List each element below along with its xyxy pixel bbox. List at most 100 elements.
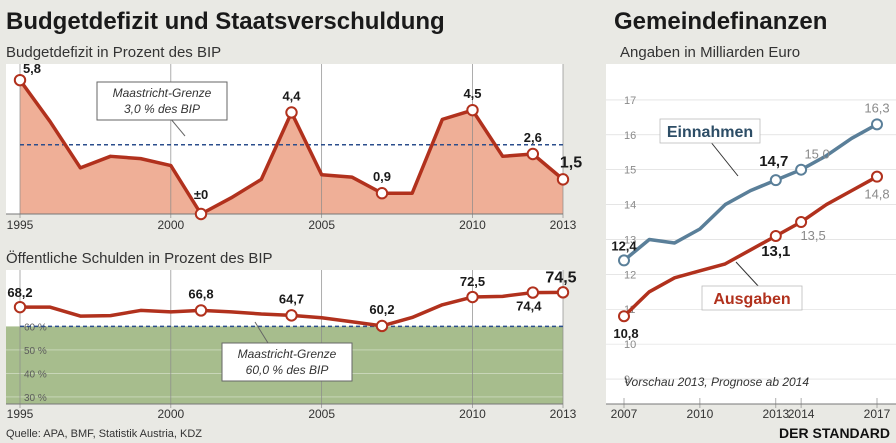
debt-marker [194, 304, 208, 317]
deficit-data-label: 4,4 [282, 88, 301, 103]
debt-marker [556, 286, 570, 299]
debt-data-label: 66,8 [188, 286, 213, 301]
deficit-xtick-label: 1995 [7, 218, 34, 232]
gemeinde-data-label: 14,7 [759, 153, 788, 170]
debt-marker [13, 300, 27, 314]
gemeinde-data-label: 15,0 [804, 147, 829, 162]
gemeinde-subtitle: Angaben in Milliarden Euro [620, 44, 800, 61]
gemeinde-xtick-label: 2014 [788, 407, 815, 421]
gemeinde-ytick-label: 12 [624, 269, 636, 281]
gemeinde-data-label: 16,3 [864, 100, 889, 115]
gemeinde-xtick-label: 2007 [611, 407, 638, 421]
source-note: Quelle: APA, BMF, Statistik Austria, KDZ [6, 428, 202, 440]
deficit-marker [526, 147, 540, 161]
einnahmen-series-label: Einnahmen [667, 124, 753, 141]
deficit-callout-line1: Maastricht-Grenze [113, 86, 212, 100]
debt-marker [526, 286, 540, 299]
debt-callout-line2: 60,0 % des BIP [246, 363, 329, 377]
debt-xtick-label: 2013 [550, 407, 577, 421]
gemeinde-marker [618, 310, 630, 323]
deficit-xtick-label: 2010 [459, 218, 486, 232]
left-title: Budgetdefizit und Staatsverschuldung [6, 8, 445, 35]
gemeinde-marker [871, 118, 883, 131]
deficit-xtick-label: 2005 [308, 218, 335, 232]
gemeinde-data-label: 12,4 [611, 238, 637, 253]
deficit-xtick-label: 2013 [550, 218, 577, 232]
debt-xtick-label: 2010 [459, 407, 486, 421]
deficit-title: Budgetdefizit in Prozent des BIP [6, 44, 221, 61]
deficit-callout-line2: 3,0 % des BIP [124, 102, 200, 116]
gemeinde-marker [769, 229, 782, 242]
deficit-marker [556, 173, 570, 186]
gemeinde-ytick-label: 14 [624, 200, 636, 212]
gemeinde-ytick-label: 13 [624, 234, 636, 246]
deficit-xtick-label: 2000 [157, 218, 184, 232]
gemeinde-marker [769, 174, 782, 187]
deficit-marker [466, 103, 479, 117]
gemeinde-note: Vorschau 2013, Prognose ab 2014 [624, 375, 809, 389]
debt-callout-pointer [254, 321, 269, 344]
debt-data-label: 74,4 [516, 299, 542, 314]
debt-marker [375, 319, 389, 333]
debt-data-label: 72,5 [460, 274, 485, 289]
right-title: Gemeindefinanzen [614, 8, 827, 35]
deficit-callout-pointer [169, 117, 186, 137]
deficit-callout-box [96, 81, 228, 121]
gemeinde-ytick-label: 16 [624, 130, 636, 142]
debt-ytick-label: 50 % [24, 346, 47, 357]
debt-xtick-label: 2005 [308, 407, 335, 421]
debt-marker [285, 309, 298, 322]
gemeinde-xtick-label: 2010 [687, 407, 714, 421]
debt-data-label: 60,2 [369, 302, 394, 317]
einnahmen-label-box [659, 118, 761, 144]
debt-data-label: 74,5 [545, 269, 576, 286]
gemeinde-ytick-label: 15 [624, 165, 636, 177]
debt-ytick-label: 30 % [24, 393, 47, 404]
gemeinde-marker [795, 163, 808, 176]
gemeinde-marker [871, 170, 883, 183]
debt-callout-box [221, 342, 353, 382]
debt-xtick-label: 1995 [7, 407, 34, 421]
debt-ytick-label: 60 % [24, 322, 47, 333]
deficit-chart: 1995 2000 2005 2010 2013 Maastricht-Grenze 3,0… [6, 61, 582, 232]
debt-chart: 60 % 50 % 40 % 30 % 1995 2000 2005 2010 2013 Maas… [6, 269, 577, 421]
ausgaben-label-box [701, 285, 803, 311]
debt-data-label: 64,7 [279, 291, 304, 306]
deficit-data-label: 4,5 [463, 86, 481, 101]
gemeinde-data-label: 14,8 [864, 187, 889, 202]
deficit-marker [285, 106, 298, 119]
deficit-data-label: ±0 [194, 187, 208, 202]
deficit-data-label: 2,6 [524, 130, 542, 145]
deficit-data-label: 0,9 [373, 169, 391, 184]
gemeinde-marker [795, 216, 808, 229]
debt-callout-line1: Maastricht-Grenze [238, 347, 337, 361]
gemeinde-data-label: 13,5 [800, 228, 825, 243]
debt-data-label: 68,2 [7, 285, 32, 300]
gemeinde-xtick-label: 2017 [864, 407, 891, 421]
gemeinde-plot-bg [606, 64, 896, 404]
deficit-marker [13, 73, 27, 87]
gemeinde-line-einnahmen [622, 122, 878, 262]
debt-ytick-label: 40 % [24, 369, 47, 380]
deficit-data-label: 5,8 [23, 61, 41, 76]
debt-xtick-label: 2000 [157, 407, 184, 421]
deficit-data-label: 1,5 [560, 154, 582, 171]
gemeinde-line-ausgaben [622, 175, 878, 318]
deficit-marker [194, 207, 208, 221]
gemeinde-ytick-label: 17 [624, 95, 636, 107]
gemeinde-data-label: 13,1 [761, 243, 790, 260]
gemeinde-marker [618, 254, 630, 267]
deficit-marker [375, 187, 389, 200]
gemeinde-xtick-label: 2013 [762, 407, 789, 421]
gemeinde-ytick-label: 10 [624, 339, 636, 351]
gemeinde-data-label: 10,8 [613, 326, 638, 341]
einnahmen-label-pointer [709, 140, 739, 177]
brand-logo: DER STANDARD [779, 425, 890, 441]
debt-title: Öffentliche Schulden in Prozent des BIP [6, 249, 273, 267]
ausgaben-series-label: Ausgaben [713, 291, 790, 308]
gemeinde-ytick-label: 9 [624, 374, 630, 386]
deficit-area [20, 80, 563, 215]
ausgaben-label-pointer [735, 261, 761, 289]
